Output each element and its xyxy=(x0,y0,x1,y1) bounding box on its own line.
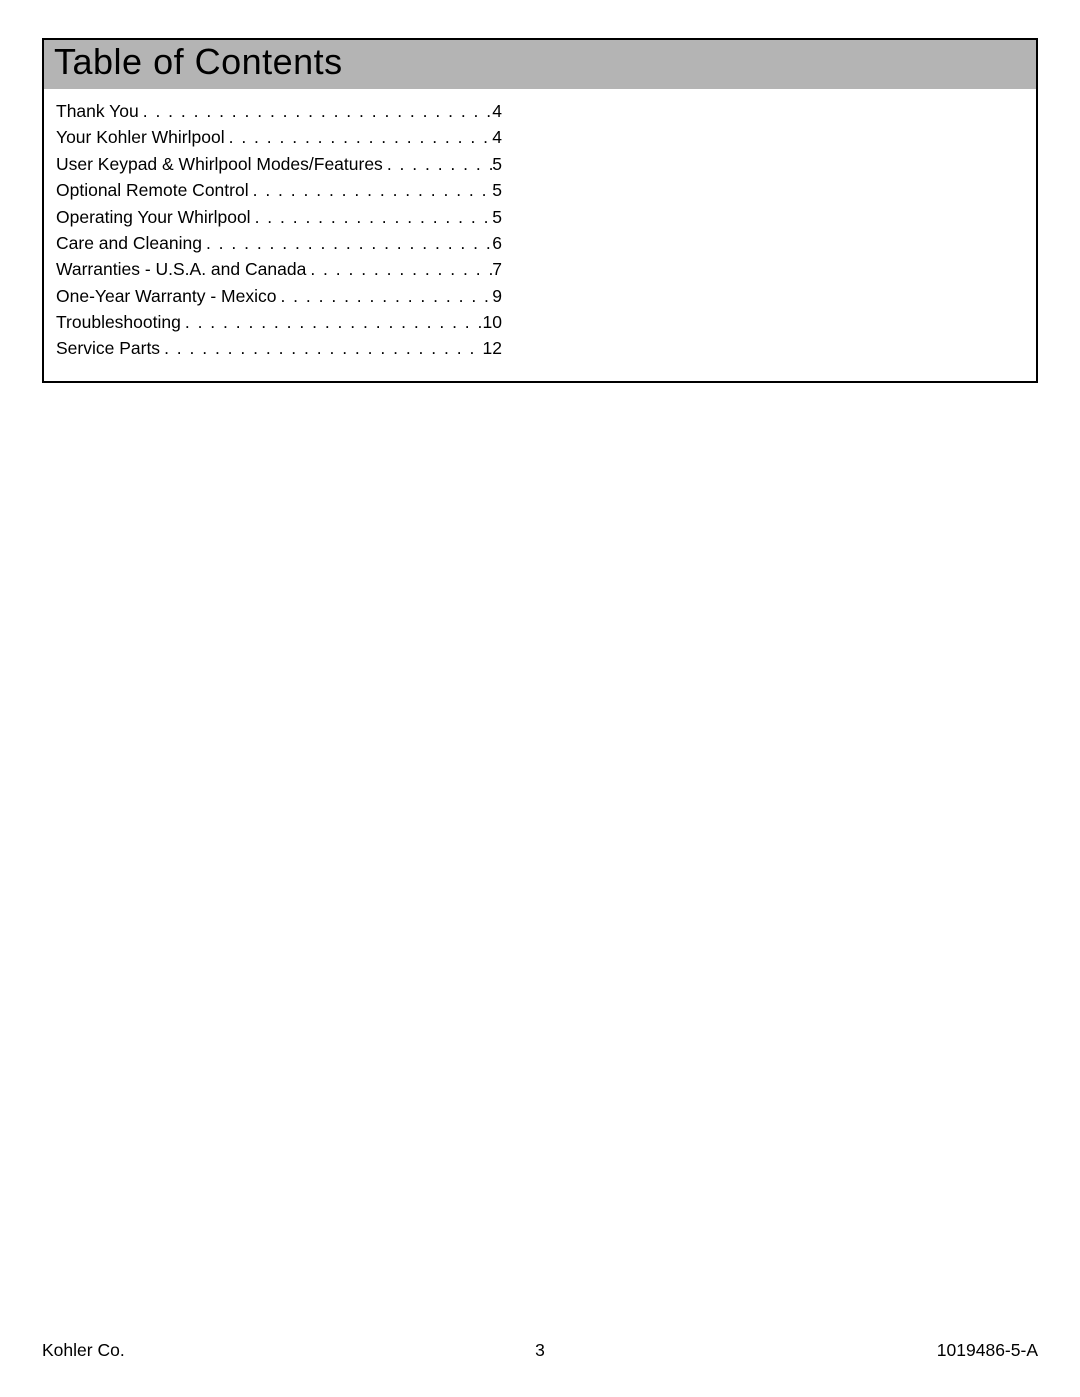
toc-entry: Care and Cleaning . . . . . . . . . . . … xyxy=(56,231,502,256)
toc-label: Troubleshooting xyxy=(56,310,181,335)
toc-page: 7 xyxy=(492,257,502,282)
content-box: Table of Contents Thank You . . . . . . … xyxy=(42,38,1038,383)
toc-list: Thank You . . . . . . . . . . . . . . . … xyxy=(44,89,514,362)
toc-page: 6 xyxy=(492,231,502,256)
toc-leader: . . . . . . . . . . . . . . . . . . . . … xyxy=(306,257,492,282)
footer-page-number: 3 xyxy=(535,1340,545,1361)
footer-doc-number: 1019486-5-A xyxy=(937,1340,1038,1361)
toc-leader: . . . . . . . . . . . . . . . . . . . . … xyxy=(139,99,493,124)
toc-page: 10 xyxy=(483,310,502,335)
toc-leader: . . . . . . . . . . . . . . . . . . . . … xyxy=(276,284,492,309)
toc-page: 4 xyxy=(492,99,502,124)
toc-leader: . . . . . . . . . . . . . . . . . . . . … xyxy=(251,205,493,230)
toc-leader: . . . . . . . . . . . . . . . . . . . . … xyxy=(383,152,492,177)
toc-label: Your Kohler Whirlpool xyxy=(56,125,225,150)
toc-label: One-Year Warranty - Mexico xyxy=(56,284,276,309)
page-footer: Kohler Co. 3 1019486-5-A xyxy=(42,1340,1038,1361)
toc-page: 4 xyxy=(492,125,502,150)
toc-entry: Operating Your Whirlpool . . . . . . . .… xyxy=(56,205,502,230)
page-title: Table of Contents xyxy=(54,41,1026,83)
toc-entry: One-Year Warranty - Mexico . . . . . . .… xyxy=(56,284,502,309)
toc-leader: . . . . . . . . . . . . . . . . . . . . … xyxy=(181,310,483,335)
toc-label: Warranties - U.S.A. and Canada xyxy=(56,257,306,282)
header-bar: Table of Contents xyxy=(44,40,1036,89)
toc-label: Thank You xyxy=(56,99,139,124)
toc-label: Service Parts xyxy=(56,336,160,361)
toc-page: 5 xyxy=(492,152,502,177)
toc-leader: . . . . . . . . . . . . . . . . . . . . … xyxy=(160,336,482,361)
toc-page: 5 xyxy=(492,205,502,230)
toc-entry: Troubleshooting . . . . . . . . . . . . … xyxy=(56,310,502,335)
toc-entry: User Keypad & Whirlpool Modes/Features .… xyxy=(56,152,502,177)
toc-entry: Thank You . . . . . . . . . . . . . . . … xyxy=(56,99,502,124)
toc-entry: Warranties - U.S.A. and Canada . . . . .… xyxy=(56,257,502,282)
toc-page: 5 xyxy=(492,178,502,203)
footer-left: Kohler Co. xyxy=(42,1340,125,1361)
toc-label: Optional Remote Control xyxy=(56,178,249,203)
toc-leader: . . . . . . . . . . . . . . . . . . . . … xyxy=(225,125,493,150)
toc-label: User Keypad & Whirlpool Modes/Features xyxy=(56,152,383,177)
toc-leader: . . . . . . . . . . . . . . . . . . . . … xyxy=(202,231,492,256)
toc-label: Operating Your Whirlpool xyxy=(56,205,251,230)
toc-label: Care and Cleaning xyxy=(56,231,202,256)
toc-page: 12 xyxy=(483,336,502,361)
toc-entry: Service Parts . . . . . . . . . . . . . … xyxy=(56,336,502,361)
toc-leader: . . . . . . . . . . . . . . . . . . . . … xyxy=(249,178,493,203)
toc-page: 9 xyxy=(492,284,502,309)
toc-entry: Optional Remote Control . . . . . . . . … xyxy=(56,178,502,203)
toc-entry: Your Kohler Whirlpool . . . . . . . . . … xyxy=(56,125,502,150)
